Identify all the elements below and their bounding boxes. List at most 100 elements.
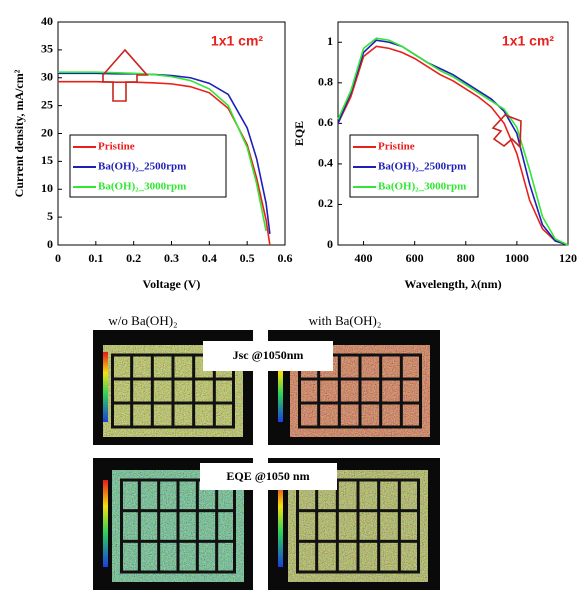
annotation: 1x1 cm² xyxy=(502,33,554,49)
y-tick-label: 0.6 xyxy=(318,115,333,129)
x-tick-label: 0.5 xyxy=(240,251,255,265)
grid-bar xyxy=(195,480,199,572)
grid-bar xyxy=(419,355,422,427)
grid-bar xyxy=(298,377,422,381)
legend-label: Pristine xyxy=(98,141,135,153)
grid-bar xyxy=(298,355,301,427)
row-label: Jsc @1050nm xyxy=(233,348,304,362)
x-tick-label: 600 xyxy=(406,251,424,265)
grid-bar xyxy=(298,401,422,405)
grid-bar xyxy=(120,539,236,543)
arrow xyxy=(102,48,149,102)
grid-bar xyxy=(215,480,219,572)
grid-bar xyxy=(111,401,235,405)
grid-bar xyxy=(212,355,216,427)
y-tick-label: 0.2 xyxy=(318,196,333,210)
legend-label: Pristine xyxy=(378,141,415,153)
x-tick-label: 0.4 xyxy=(202,251,217,265)
grid-bar xyxy=(298,353,422,357)
x-tick-label: 120 xyxy=(559,251,577,265)
legend-label: Ba(OH)₂_2500rpm xyxy=(378,161,466,173)
x-tick-label: 400 xyxy=(355,251,373,265)
grid-bar xyxy=(379,355,383,427)
x-axis-title: Voltage (V) xyxy=(143,277,201,291)
legend-label: Ba(OH)₂_2500rpm xyxy=(98,161,186,173)
grid-bar xyxy=(120,570,236,574)
y-tick-label: 0 xyxy=(47,237,53,251)
grid-bar xyxy=(377,480,381,572)
grid-bar xyxy=(296,509,420,513)
grid-bar xyxy=(111,355,114,427)
x-tick-label: 800 xyxy=(457,251,475,265)
grid-bar xyxy=(233,480,236,572)
y-axis-title: EQE xyxy=(292,121,306,146)
y-tick-label: 1 xyxy=(327,34,333,48)
colorbar xyxy=(278,480,283,567)
grid-bar xyxy=(317,355,321,427)
grid-bar xyxy=(417,480,420,572)
grid-bar xyxy=(111,353,235,357)
y-tick-label: 35 xyxy=(41,42,53,56)
grid-bar xyxy=(296,478,420,482)
annotation: 1x1 cm² xyxy=(211,33,263,49)
grid-bar xyxy=(130,355,134,427)
grid-bar xyxy=(296,480,299,572)
colorbar xyxy=(103,480,108,567)
plot-frame xyxy=(337,21,569,246)
grid-bar xyxy=(157,480,161,572)
grid-bar xyxy=(120,480,123,572)
grid-bar xyxy=(111,425,235,429)
grid-bar xyxy=(335,480,339,572)
series-line xyxy=(337,39,569,246)
series-line xyxy=(337,45,569,246)
label-box xyxy=(200,463,337,490)
series-line xyxy=(58,72,271,234)
y-tick-label: 5 xyxy=(47,209,53,223)
colorbar xyxy=(103,352,108,422)
y-tick-label: 0.4 xyxy=(318,156,333,170)
series-line xyxy=(58,80,271,246)
legend-label: Ba(OH)₂_3000rpm xyxy=(378,181,466,193)
x-tick-label: 0.3 xyxy=(164,251,179,265)
grid-bar xyxy=(298,425,422,429)
colorbar xyxy=(278,352,283,422)
label-box xyxy=(203,341,333,371)
column-label: with Ba(OH)₂ xyxy=(309,313,382,328)
series-line xyxy=(337,37,569,246)
grid-bar xyxy=(111,377,235,381)
grid-bar xyxy=(399,355,403,427)
legend-label: Ba(OH)₂_3000rpm xyxy=(98,181,186,193)
x-tick-label: 0.6 xyxy=(278,251,293,265)
x-axis-title: Wavelength, λ(nm) xyxy=(404,277,501,291)
x-tick-label: 0 xyxy=(55,251,61,265)
grid-bar xyxy=(150,355,154,427)
x-tick-label: 0.2 xyxy=(126,251,141,265)
y-tick-label: 10 xyxy=(41,181,53,195)
grid-bar xyxy=(192,355,196,427)
y-axis-title: Current density, mA/cm² xyxy=(12,69,26,197)
grid-bar xyxy=(232,355,235,427)
grid-bar xyxy=(120,509,236,513)
y-tick-label: 25 xyxy=(41,97,53,111)
grid-bar xyxy=(171,355,175,427)
grid-bar xyxy=(176,480,180,572)
grid-bar xyxy=(337,355,341,427)
arrow xyxy=(491,114,522,149)
grid-bar xyxy=(397,480,401,572)
x-tick-label: 0.1 xyxy=(88,251,103,265)
grid-bar xyxy=(296,570,420,574)
grid-bar xyxy=(358,355,362,427)
y-tick-label: 20 xyxy=(41,125,53,139)
row-label: EQE @1050 nm xyxy=(226,469,309,483)
grid-bar xyxy=(296,539,420,543)
grid-bar xyxy=(137,480,141,572)
column-label: w/o Ba(OH)₂ xyxy=(108,313,177,328)
grid-bar xyxy=(356,480,360,572)
y-tick-label: 15 xyxy=(41,153,53,167)
grid-bar xyxy=(120,478,236,482)
y-tick-label: 0 xyxy=(327,237,333,251)
y-tick-label: 0.8 xyxy=(318,75,333,89)
y-tick-label: 30 xyxy=(41,70,53,84)
y-tick-label: 40 xyxy=(41,14,53,28)
